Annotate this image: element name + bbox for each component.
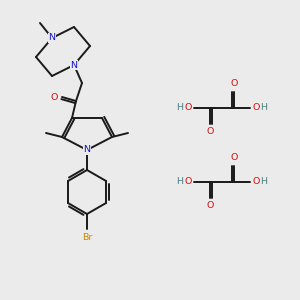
Text: O: O	[230, 80, 238, 88]
Text: O: O	[206, 202, 214, 211]
Text: N: N	[49, 34, 56, 43]
Text: H: H	[176, 178, 184, 187]
Text: O: O	[230, 154, 238, 163]
Text: H: H	[260, 103, 268, 112]
Text: O: O	[184, 103, 192, 112]
Text: H: H	[260, 178, 268, 187]
Text: Br: Br	[82, 232, 92, 242]
Text: N: N	[70, 61, 77, 70]
Text: O: O	[252, 178, 260, 187]
Text: O: O	[184, 178, 192, 187]
Text: O: O	[50, 92, 58, 101]
Text: O: O	[206, 128, 214, 136]
Text: H: H	[176, 103, 184, 112]
Text: O: O	[252, 103, 260, 112]
Text: N: N	[83, 146, 91, 154]
